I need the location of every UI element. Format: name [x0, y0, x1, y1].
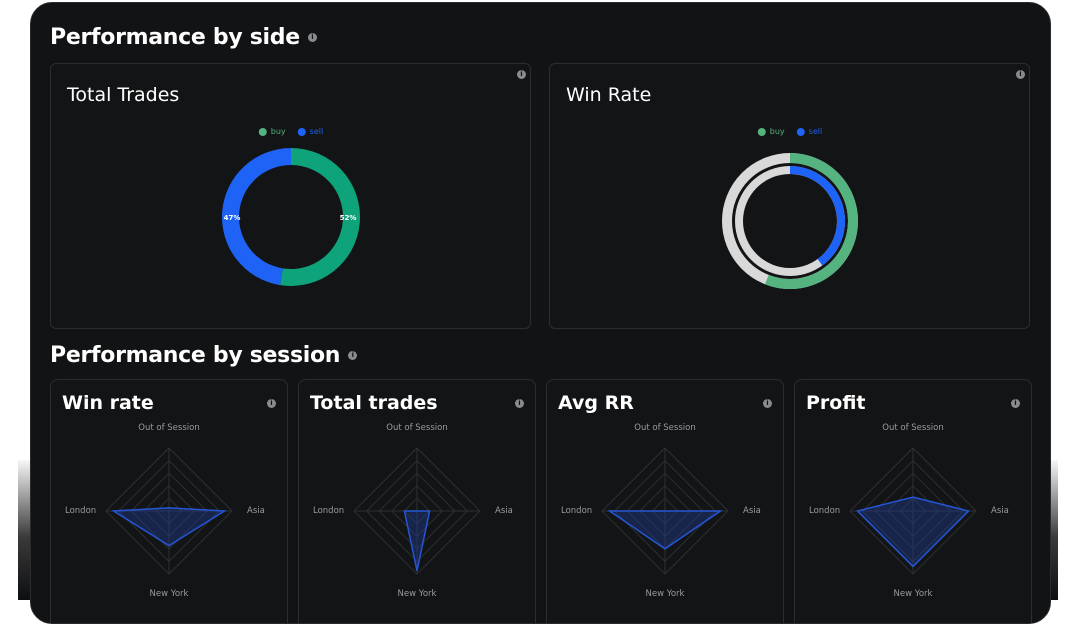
radar-chart — [353, 447, 481, 575]
axis-label-bottom: New York — [893, 589, 933, 599]
performance-by-session-heading: Performance by session — [50, 343, 358, 368]
radar-chart — [105, 447, 233, 575]
total-trades-donut: 52% 47% — [222, 148, 361, 286]
legend-sell-dot — [297, 127, 306, 136]
info-icon[interactable] — [348, 351, 358, 360]
performance-by-side-title: Performance by side — [50, 25, 300, 50]
axis-label-left: London — [809, 506, 841, 516]
session-card-win-rate: Win rate Out of Session London Asia New York — [50, 379, 288, 623]
legend-buy-dot — [757, 127, 766, 136]
session-card-avg-rr: Avg RROut of Session London Asia New York — [546, 379, 784, 623]
session-card-title: Profit — [806, 392, 866, 414]
info-icon[interactable] — [515, 399, 524, 408]
info-icon[interactable] — [267, 399, 276, 408]
win-rate-arc-sell[interactable] — [789, 166, 845, 266]
donut-slice-sell[interactable] — [222, 148, 291, 286]
performance-by-session-title: Performance by session — [50, 343, 341, 368]
donut-label-sell: 47% — [224, 214, 241, 222]
session-card-title: Win rate — [62, 392, 154, 414]
win-rate-card: Win Rate buy sell — [549, 63, 1030, 329]
axis-label-top: Out of Session — [138, 423, 200, 433]
radar-chart — [601, 447, 729, 575]
total-trades-card: Total Trades buy sell 52% 47% — [50, 63, 531, 329]
session-card-profit: Profit Out of Session London Asia New York — [794, 379, 1032, 623]
radar-data-area[interactable] — [856, 496, 970, 568]
legend-buy-label: buy — [769, 127, 785, 136]
win-rate-title: Win Rate — [566, 84, 652, 106]
info-icon[interactable] — [1011, 399, 1020, 408]
win-rate-radial — [722, 153, 858, 289]
radar-data-area[interactable] — [111, 507, 227, 547]
axis-label-bottom: New York — [149, 589, 189, 599]
axis-label-left: London — [561, 506, 593, 516]
info-icon[interactable] — [1016, 70, 1025, 79]
legend-sell-dot — [796, 127, 805, 136]
total-trades-legend: buy sell — [258, 127, 324, 136]
legend-sell[interactable]: sell — [297, 127, 324, 136]
total-trades-title: Total Trades — [67, 84, 180, 106]
dashboard-window: Performance by side Total Trades buy sel… — [30, 2, 1051, 624]
axis-label-right: Asia — [495, 506, 513, 516]
axis-label-bottom: New York — [645, 589, 685, 599]
win-rate-arc-buy[interactable] — [764, 153, 858, 289]
legend-buy-dot — [258, 127, 267, 136]
axis-label-top: Out of Session — [882, 423, 944, 433]
axis-label-left: London — [313, 506, 345, 516]
info-icon[interactable] — [307, 33, 317, 42]
axis-label-right: Asia — [247, 506, 265, 516]
legend-sell-label: sell — [309, 127, 324, 136]
legend-buy-label: buy — [270, 127, 286, 136]
donut-label-buy: 52% — [340, 214, 357, 222]
axis-label-right: Asia — [743, 506, 761, 516]
radar-data-area[interactable] — [607, 510, 723, 550]
session-card-total-trades: Total trades Out of Session London Asia New … — [298, 379, 536, 623]
legend-buy[interactable]: buy — [258, 127, 286, 136]
legend-buy[interactable]: buy — [757, 127, 785, 136]
performance-by-side-heading: Performance by side — [50, 25, 317, 50]
donut-slice-buy[interactable] — [280, 148, 361, 286]
legend-sell-label: sell — [808, 127, 823, 136]
radar-data-area[interactable] — [403, 510, 431, 572]
legend-sell[interactable]: sell — [796, 127, 823, 136]
axis-label-top: Out of Session — [386, 423, 448, 433]
axis-label-top: Out of Session — [634, 423, 696, 433]
session-card-title: Avg RR — [558, 392, 634, 414]
info-icon[interactable] — [763, 399, 772, 408]
win-rate-legend: buy sell — [757, 127, 823, 136]
axis-label-right: Asia — [991, 506, 1009, 516]
axis-label-bottom: New York — [397, 589, 437, 599]
info-icon[interactable] — [517, 70, 526, 79]
session-card-title: Total trades — [310, 392, 438, 414]
radar-chart — [849, 447, 977, 575]
axis-label-left: London — [65, 506, 97, 516]
